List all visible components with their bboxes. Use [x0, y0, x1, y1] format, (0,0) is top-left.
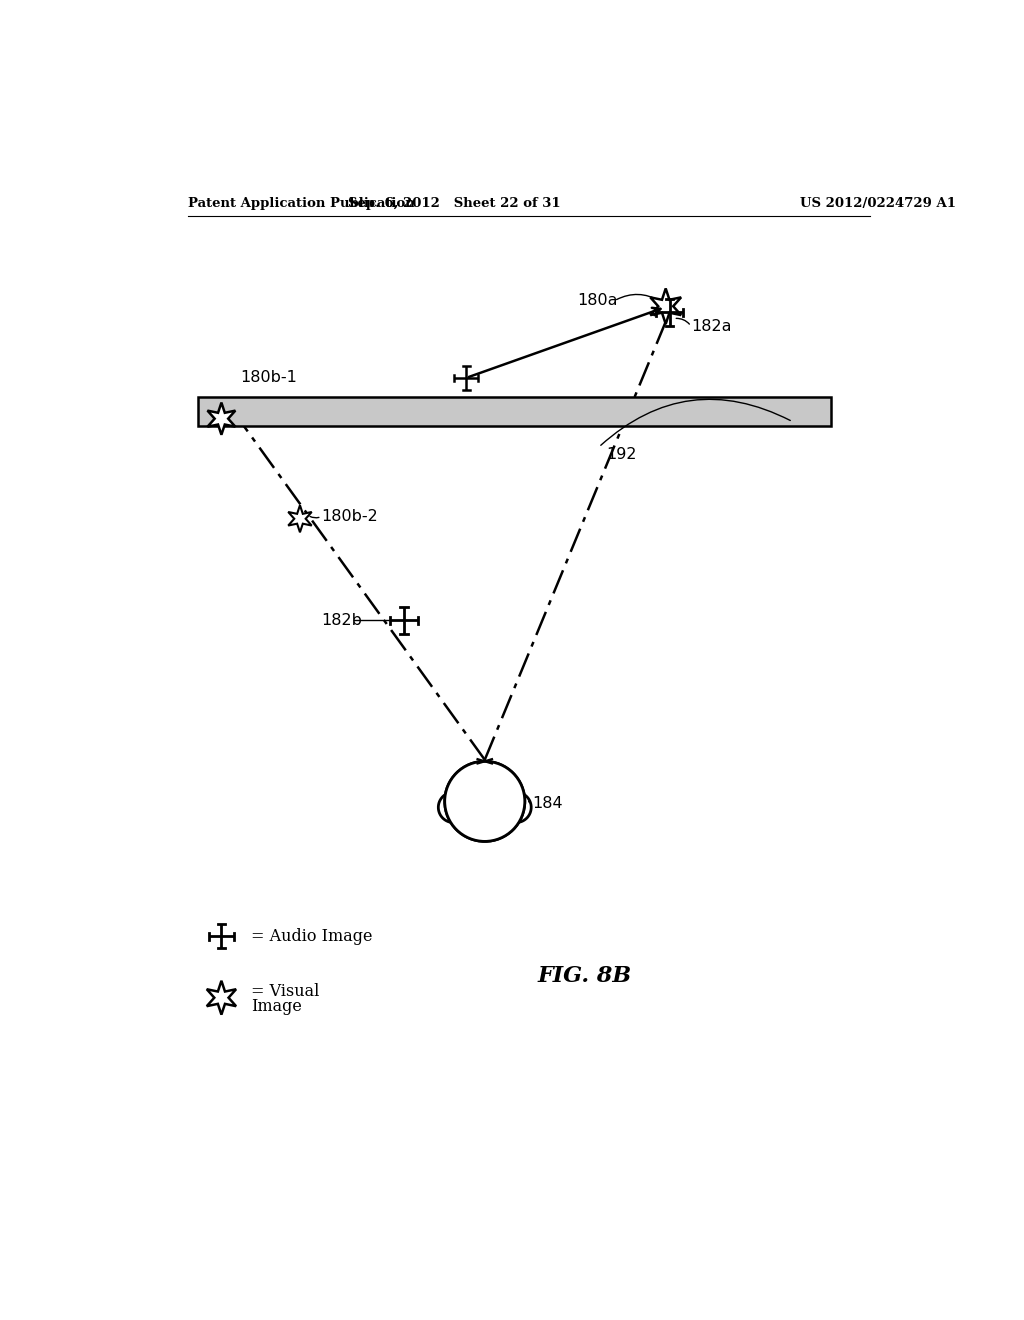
Text: 192: 192 [606, 447, 637, 462]
Text: 184: 184 [532, 796, 563, 812]
Text: 182a: 182a [691, 318, 731, 334]
Text: Patent Application Publication: Patent Application Publication [188, 197, 415, 210]
Bar [199, 397, 831, 426]
Text: 180b-2: 180b-2 [322, 510, 378, 524]
Polygon shape [208, 403, 236, 434]
Polygon shape [207, 981, 237, 1015]
Text: US 2012/0224729 A1: US 2012/0224729 A1 [801, 197, 956, 210]
Text: FIG. 8B: FIG. 8B [538, 965, 632, 987]
Circle shape [444, 762, 524, 841]
Text: Sep. 6, 2012   Sheet 22 of 31: Sep. 6, 2012 Sheet 22 of 31 [347, 197, 560, 210]
Text: = Audio Image: = Audio Image [251, 928, 372, 945]
Text: 180b-1: 180b-1 [240, 371, 297, 385]
Polygon shape [506, 792, 531, 822]
Polygon shape [288, 506, 311, 532]
Text: Image: Image [251, 998, 301, 1015]
Text: 182b: 182b [322, 612, 362, 628]
Polygon shape [438, 792, 464, 822]
Polygon shape [650, 289, 681, 323]
Circle shape [444, 762, 524, 841]
Text: 180a: 180a [578, 293, 617, 309]
Text: = Visual: = Visual [251, 983, 319, 1001]
